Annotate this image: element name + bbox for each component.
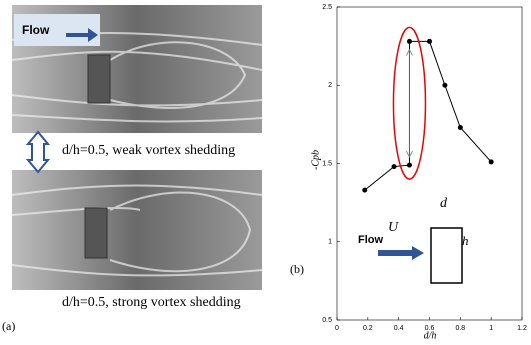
y-axis-label: -Cpb	[310, 150, 321, 170]
x-tick-label: 0.8	[455, 325, 465, 332]
plot: 0.5 1 1.5 2 2.5 0 0.2 0.4 0.6 0.8 1 1.2	[322, 4, 527, 332]
caption: d/h=0.5, weak vortex shedding	[62, 143, 235, 158]
inset-label: h	[462, 233, 469, 248]
inset-label: d	[440, 196, 448, 211]
x-tick-label: 0.2	[363, 325, 373, 332]
x-tick-label: 0.6	[425, 325, 435, 332]
data-point	[457, 125, 463, 131]
y-tick-label: 2	[328, 82, 332, 89]
axes-frame	[336, 6, 523, 321]
x-tick-label: 1	[489, 325, 493, 332]
y-tick-label: 2.5	[322, 4, 332, 11]
data-point	[406, 162, 412, 168]
data-point	[427, 38, 432, 44]
flow-label: Flow	[22, 23, 50, 37]
x-tick-label: 1.2	[517, 325, 527, 332]
x-tick-label: 0	[335, 325, 339, 332]
x-axis-label: d/h	[424, 330, 437, 341]
photo-bottom	[11, 170, 263, 290]
data-point	[406, 38, 412, 44]
inset-body	[430, 227, 463, 284]
highlight-ellipse	[392, 26, 427, 180]
inset-arrow	[378, 246, 424, 260]
y-tick-label: 0.5	[322, 317, 332, 324]
data-line	[364, 40, 492, 191]
y-tick-label: 1.5	[322, 160, 332, 167]
panel-label: (a)	[2, 319, 15, 333]
inset-label: U	[388, 220, 399, 235]
jump-arrow	[406, 48, 413, 158]
double-arrow	[25, 130, 51, 174]
data-point	[362, 187, 368, 193]
caption: d/h=0.5, strong vortex shedding	[62, 295, 241, 310]
panel-label: (b)	[290, 262, 304, 276]
data-point	[442, 82, 448, 88]
y-tick-label: 1	[328, 239, 332, 246]
data-point	[488, 159, 494, 165]
x-tick-label: 0.4	[394, 325, 404, 332]
photo-top	[11, 5, 263, 133]
data-point	[391, 164, 397, 170]
inset-label: Flow	[358, 234, 383, 246]
